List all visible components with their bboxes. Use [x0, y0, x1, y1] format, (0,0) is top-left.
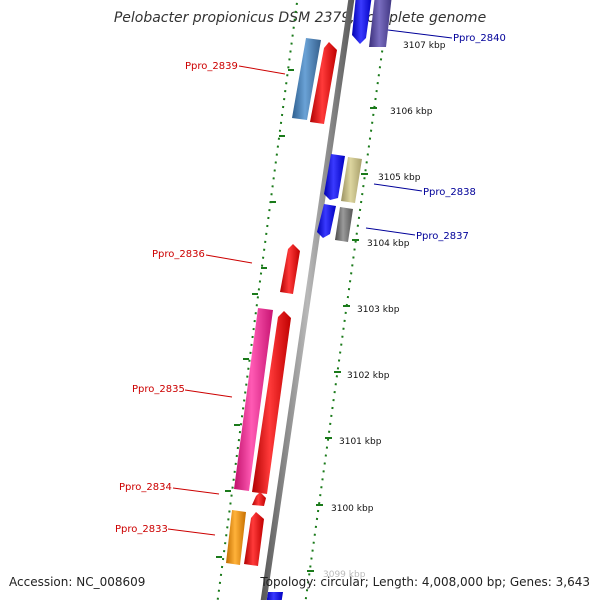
- scale-label: 3104 kbp: [367, 239, 410, 249]
- scale-label: 3102 kbp: [347, 371, 390, 381]
- cog-block-ppro-2835[interactable]: [234, 308, 273, 491]
- gene-arrow-ppro-2833[interactable]: [244, 512, 264, 566]
- gene-arrow-ppro-2839[interactable]: [310, 42, 337, 124]
- accession-label: Accession: NC_008609: [9, 575, 146, 589]
- gene-arrow-ppro-2836[interactable]: [280, 244, 300, 294]
- gene-label-ppro-2835[interactable]: Ppro_2835: [132, 384, 185, 395]
- label-line-ppro-2834: [172, 487, 220, 495]
- gene-label-ppro-2833[interactable]: Ppro_2833: [115, 524, 168, 535]
- label-line-ppro-2833: [167, 528, 216, 536]
- label-line-ppro-2836: [205, 254, 253, 264]
- forward-tick-track: [216, 0, 299, 600]
- cog-block-ppro-2839[interactable]: [292, 38, 321, 120]
- scale-label: 3107 kbp: [403, 41, 446, 51]
- label-line-ppro-2838: [373, 183, 423, 192]
- scale-label: 3106 kbp: [390, 107, 433, 117]
- gene-arrow-ppro-2837[interactable]: [317, 204, 336, 238]
- scale-major-ticks: [216, 41, 386, 572]
- label-line-ppro-2837: [365, 227, 416, 236]
- scale-label: 3100 kbp: [331, 504, 374, 514]
- label-line-ppro-2840: [387, 29, 453, 39]
- scale-labels: 3107 kbp 3106 kbp 3105 kbp 3104 kbp 3103…: [323, 41, 446, 580]
- label-line-ppro-2839: [238, 65, 286, 75]
- cog-block-ppro-2840[interactable]: [369, 0, 392, 47]
- gene-label-ppro-2838[interactable]: Ppro_2838: [423, 187, 476, 198]
- cog-block-ppro-2837[interactable]: [335, 207, 353, 242]
- topology-label: Topology: circular; Length: 4,008,000 bp…: [260, 575, 590, 589]
- scale-label: 3105 kbp: [378, 173, 421, 183]
- cog-block-ppro-2833[interactable]: [226, 510, 246, 565]
- cog-block-ppro-2838[interactable]: [341, 157, 362, 203]
- gene-label-ppro-2839[interactable]: Ppro_2839: [185, 61, 238, 72]
- gene-label-ppro-2836[interactable]: Ppro_2836: [152, 249, 205, 260]
- gene-label-ppro-2834[interactable]: Ppro_2834: [119, 482, 172, 493]
- gene-arrow-ppro-2838[interactable]: [324, 154, 345, 200]
- map-title: Pelobacter propionicus DSM 2379, complet…: [113, 10, 487, 26]
- scale-label: 3103 kbp: [357, 305, 400, 315]
- gene-arrow-ppro-2835[interactable]: [252, 311, 291, 494]
- label-line-ppro-2835: [184, 389, 233, 398]
- gene-arrow-partial-bottom[interactable]: [266, 592, 283, 600]
- gene-label-ppro-2837[interactable]: Ppro_2837: [416, 231, 469, 242]
- gene-label-ppro-2840[interactable]: Ppro_2840: [453, 33, 506, 44]
- scale-label: 3099 kbp: [323, 570, 366, 580]
- gene-arrow-ppro-2834[interactable]: [252, 492, 266, 506]
- scale-label: 3101 kbp: [339, 437, 382, 447]
- genome-backbone: [260, 0, 355, 600]
- reverse-tick-track: [304, 0, 391, 600]
- gene-arrow-ppro-2840[interactable]: [352, 0, 372, 44]
